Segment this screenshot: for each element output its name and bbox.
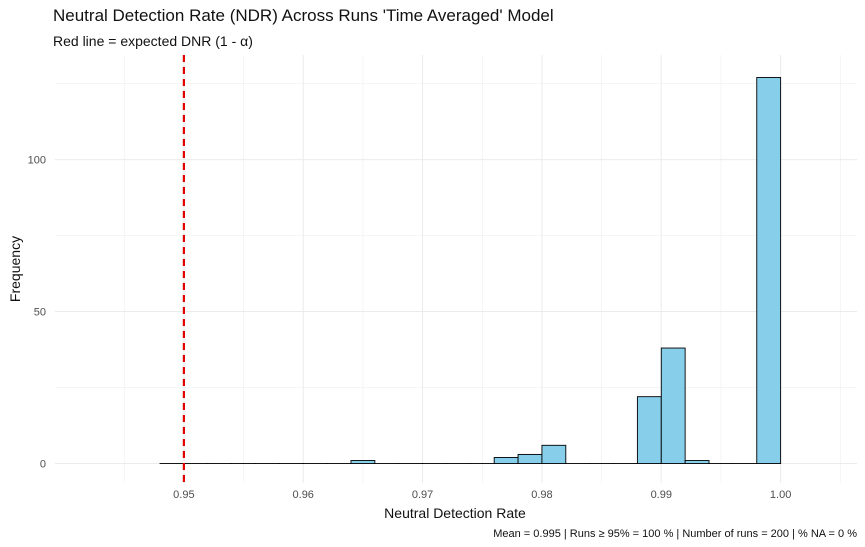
x-tick-label: 1.00 bbox=[770, 489, 791, 501]
x-axis-ticks: 0.95 0.96 0.97 0.98 0.99 1.00 bbox=[173, 489, 791, 501]
histogram-bar bbox=[684, 460, 710, 464]
chart-title: Neutral Detection Rate (NDR) Across Runs… bbox=[53, 6, 554, 25]
chart-subtitle: Red line = expected DNR (1 - α) bbox=[53, 33, 253, 49]
histogram-bar bbox=[517, 453, 543, 464]
chart-caption: Mean = 0.995 | Runs ≥ 95% = 100 % | Numb… bbox=[493, 528, 857, 540]
histogram-bar bbox=[756, 77, 782, 464]
x-tick-label: 0.95 bbox=[173, 489, 194, 501]
histogram-bars bbox=[159, 77, 782, 465]
y-axis-ticks: 0 50 100 bbox=[28, 155, 46, 471]
histogram-bar bbox=[636, 396, 662, 464]
histogram-bar bbox=[660, 347, 686, 464]
histogram-bar bbox=[493, 457, 519, 464]
y-axis-title: Frequency bbox=[7, 236, 23, 302]
x-tick-label: 0.97 bbox=[412, 489, 433, 501]
y-tick-label: 100 bbox=[28, 155, 46, 167]
y-tick-label: 0 bbox=[40, 459, 46, 471]
grid-lines bbox=[55, 55, 857, 483]
histogram-bar bbox=[541, 444, 567, 464]
x-tick-label: 0.98 bbox=[531, 489, 552, 501]
x-tick-label: 0.96 bbox=[293, 489, 314, 501]
y-tick-label: 50 bbox=[34, 307, 46, 319]
histogram-bar bbox=[350, 460, 376, 464]
x-tick-label: 0.99 bbox=[651, 489, 672, 501]
x-axis-title: Neutral Detection Rate bbox=[384, 505, 526, 521]
